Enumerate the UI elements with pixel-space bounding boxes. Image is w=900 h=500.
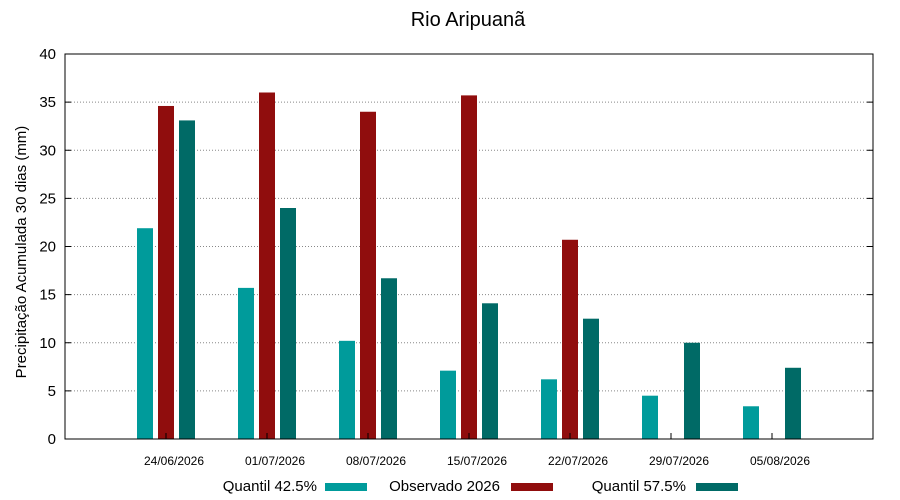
bar (339, 340, 355, 439)
bar (280, 208, 296, 439)
x-tick-label: 24/06/2026 (144, 454, 204, 468)
legend-swatch (511, 483, 553, 491)
legend-swatch (696, 483, 738, 491)
bar (440, 370, 456, 439)
chart-title: Rio Aripuanã (411, 9, 526, 31)
legend-item: Quantil 42.5% (223, 478, 367, 495)
y-tick-label: 5 (48, 383, 56, 400)
bar (583, 318, 599, 439)
bar (158, 105, 174, 439)
y-tick-label: 20 (39, 239, 56, 256)
bar (743, 406, 759, 439)
legend-label: Observado 2026 (389, 478, 500, 495)
y-tick-label: 15 (39, 287, 56, 304)
x-tick-label: 08/07/2026 (346, 454, 406, 468)
bar (238, 287, 254, 439)
x-tick-label: 05/08/2026 (750, 454, 810, 468)
y-tick-label: 25 (39, 190, 56, 207)
bar (642, 395, 658, 439)
bar (360, 111, 376, 439)
x-tick-label: 22/07/2026 (548, 454, 608, 468)
bar (461, 95, 477, 439)
y-tick-label: 35 (39, 94, 56, 111)
y-tick-label: 40 (39, 46, 56, 63)
x-tick-label: 01/07/2026 (245, 454, 305, 468)
y-tick-label: 10 (39, 335, 56, 352)
legend: Quantil 42.5% Observado 2026 Quantil 57.5% (223, 478, 738, 495)
legend-label: Quantil 42.5% (223, 478, 317, 495)
bar (684, 342, 700, 439)
bar (259, 92, 275, 439)
legend-swatch (325, 483, 367, 491)
y-axis-label: Precipitação Acumulada 30 dias (mm) (13, 126, 30, 379)
legend-label: Quantil 57.5% (592, 478, 686, 495)
bar (785, 367, 801, 439)
y-tick-label: 30 (39, 142, 56, 159)
bar (541, 379, 557, 439)
x-axis-ticks: 24/06/2026 01/07/2026 08/07/2026 15/07/2026… (144, 433, 810, 468)
bars (137, 92, 801, 439)
legend-item: Quantil 57.5% (592, 478, 738, 495)
bar (137, 228, 153, 439)
bar (179, 120, 195, 439)
legend-item: Observado 2026 (389, 478, 553, 495)
y-axis-ticks: 0 5 10 15 20 25 30 35 40 (39, 46, 873, 448)
x-tick-label: 15/07/2026 (447, 454, 507, 468)
bar (381, 278, 397, 439)
x-tick-label: 29/07/2026 (649, 454, 709, 468)
bar (482, 303, 498, 439)
y-tick-label: 0 (48, 431, 56, 448)
bar (562, 239, 578, 439)
